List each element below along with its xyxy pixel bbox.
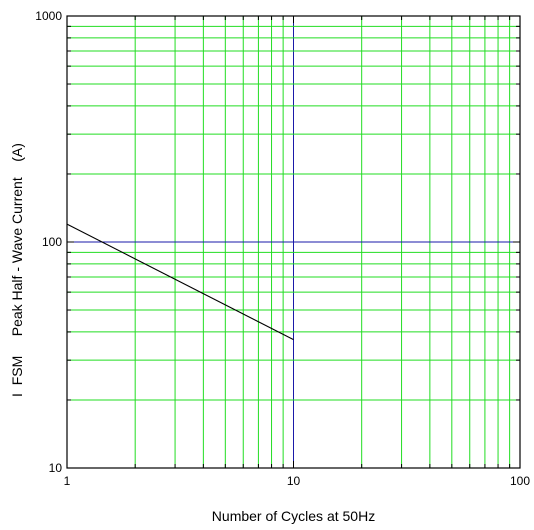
y-axis-label: I FSM Peak Half - Wave Current (A) <box>9 143 25 397</box>
label-layer: Number of Cycles at 50Hz I FSM Peak Half… <box>9 9 530 524</box>
x-tick-label: 100 <box>510 474 530 488</box>
x-tick-label: 10 <box>287 474 301 488</box>
y-tick-label: 100 <box>42 235 62 249</box>
x-tick-label: 1 <box>64 474 71 488</box>
y-tick-label: 1000 <box>35 9 62 23</box>
grid-layer <box>67 16 520 468</box>
x-axis-label: Number of Cycles at 50Hz <box>212 508 375 524</box>
series-layer <box>66 223 294 341</box>
tick-layer <box>66 15 521 469</box>
series-line <box>66 223 294 341</box>
y-tick-label: 10 <box>49 461 63 475</box>
